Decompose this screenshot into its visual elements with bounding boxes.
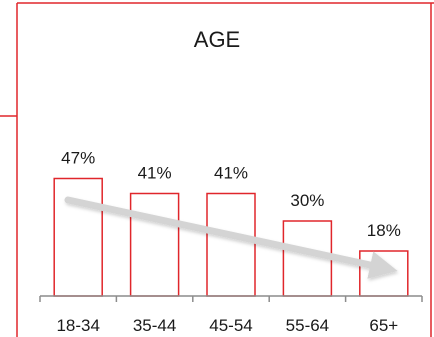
axis-ticks-group xyxy=(39,296,423,302)
bar-18-34 xyxy=(53,177,103,297)
tick-label: 35-44 xyxy=(133,316,176,335)
bar-35-44 xyxy=(129,192,180,297)
trend-arrow xyxy=(64,196,398,279)
tick-labels-group: 18-34 35-44 45-54 55-64 65+ xyxy=(56,316,398,335)
tick-label: 55-64 xyxy=(286,316,329,335)
chart-title: AGE xyxy=(194,27,240,52)
value-label: 18% xyxy=(367,221,401,240)
value-label: 47% xyxy=(61,149,95,168)
bar-45-54 xyxy=(206,192,256,297)
value-label: 41% xyxy=(138,164,172,183)
value-label: 41% xyxy=(214,164,248,183)
tick-label: 65+ xyxy=(369,316,398,335)
value-labels-group: 47% 41% 41% 30% 18% xyxy=(61,149,401,241)
tick-label: 18-34 xyxy=(56,316,99,335)
bar-65+ xyxy=(359,250,409,297)
value-label: 30% xyxy=(290,191,324,210)
tick-label: 45-54 xyxy=(209,316,252,335)
